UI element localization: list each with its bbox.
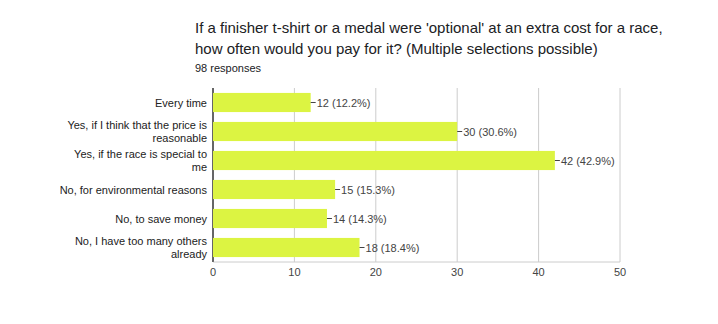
tick-label: 40	[532, 266, 544, 278]
category-label: Every time	[155, 97, 207, 109]
grid	[213, 88, 620, 262]
category-label: No, for environmental reasons	[60, 184, 208, 196]
label-leader	[335, 189, 340, 190]
tick-label: 50	[614, 266, 626, 278]
label-leader	[311, 102, 316, 103]
grid-line	[213, 88, 214, 262]
grid-line	[457, 88, 458, 262]
label-leader	[327, 218, 332, 219]
grid-line	[620, 88, 621, 262]
data-label: 15 (15.3%)	[341, 184, 395, 196]
data-label: 12 (12.2%)	[317, 97, 371, 109]
bar	[213, 180, 335, 199]
labels: 12 (12.2%) 30 (30.6%) 42 (42.9%) 15 (15.3%)…	[60, 97, 615, 261]
label-leader	[457, 131, 462, 132]
chart-svg: 0 10 20 30 40 50 12 (12.2%) 30 (30.6%) 42 (42.9%…	[0, 0, 718, 324]
bar	[213, 93, 311, 112]
axis-line	[213, 88, 214, 262]
grid-line	[294, 88, 295, 262]
tick-label: 30	[451, 266, 463, 278]
chart-subtitle: 98 responses	[195, 62, 261, 74]
tick-label: 20	[370, 266, 382, 278]
label-leader	[555, 160, 560, 161]
category-label: No, to save money	[115, 213, 207, 225]
bar	[213, 238, 360, 257]
bar	[213, 151, 555, 170]
tick-label: 10	[288, 266, 300, 278]
bar	[213, 209, 327, 228]
data-label: 18 (18.4%)	[366, 242, 420, 254]
category-label: Yes, if I think that the price isreasona…	[67, 119, 207, 144]
label-leader	[360, 247, 365, 248]
grid-line	[538, 88, 539, 262]
category-label: Yes, if the race is special tome	[74, 148, 207, 173]
category-label: No, I have too many othersalready	[75, 235, 208, 260]
data-label: 30 (30.6%)	[463, 126, 517, 138]
data-label: 14 (14.3%)	[333, 213, 387, 225]
data-label: 42 (42.9%)	[561, 155, 615, 167]
axis-line	[213, 262, 620, 263]
chart-title: If a finisher t-shirt or a medal were 'o…	[195, 17, 665, 59]
grid-line	[375, 88, 376, 262]
bar	[213, 122, 457, 141]
tick-label: 0	[210, 266, 216, 278]
bars	[213, 93, 555, 257]
